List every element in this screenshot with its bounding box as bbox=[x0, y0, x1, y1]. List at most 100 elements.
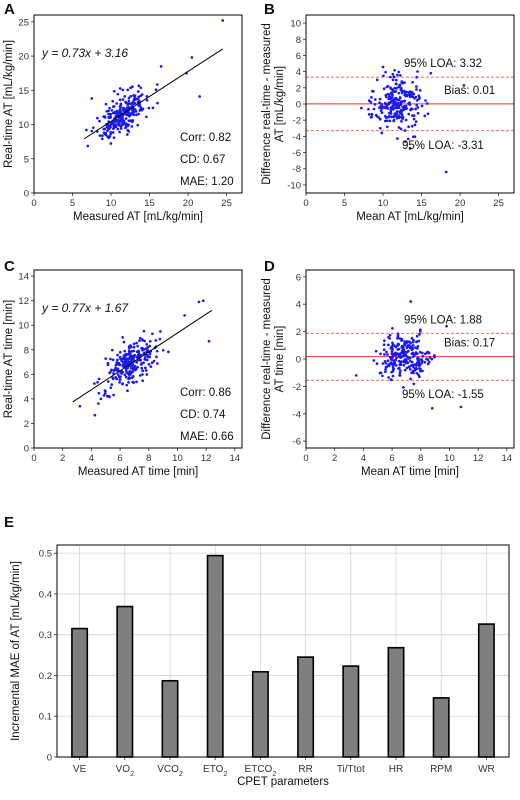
data-point bbox=[111, 358, 115, 362]
data-point bbox=[386, 115, 390, 119]
data-point bbox=[135, 341, 138, 345]
data-point bbox=[418, 96, 421, 99]
x-tick-label: Ti/Ttot bbox=[337, 764, 365, 775]
data-point bbox=[125, 371, 129, 375]
data-point bbox=[411, 95, 415, 99]
y-tick-label: 8 bbox=[24, 345, 29, 356]
loa-lower-label: 95% LOA: -3.31 bbox=[402, 140, 484, 152]
data-point bbox=[125, 106, 129, 109]
regression-line bbox=[72, 309, 213, 403]
x-tick-label: 15 bbox=[144, 198, 155, 209]
data-point bbox=[101, 134, 104, 138]
data-point bbox=[136, 90, 140, 93]
data-point bbox=[433, 354, 436, 357]
data-point bbox=[139, 94, 143, 98]
data-point bbox=[415, 371, 419, 375]
panel-label: D bbox=[264, 258, 275, 275]
regression-line bbox=[83, 48, 224, 140]
data-point bbox=[406, 349, 410, 353]
data-point bbox=[396, 336, 399, 340]
data-point bbox=[155, 355, 158, 359]
data-point bbox=[155, 349, 159, 353]
data-point bbox=[138, 374, 142, 377]
data-point bbox=[395, 356, 398, 360]
data-point bbox=[116, 122, 120, 126]
data-point bbox=[145, 98, 149, 102]
regression-equation: y = 0.73x + 3.16 bbox=[41, 46, 128, 60]
panel-b: B -10 -8 -6 -4 -2 0 2 4 6 8 10 0 5 10 15 20 25 95% LOA: 3.… bbox=[261, 1, 515, 223]
y-axis-label: AT [mL/kg/min] bbox=[274, 66, 286, 142]
data-point bbox=[135, 350, 139, 354]
data-point bbox=[115, 112, 119, 116]
data-point bbox=[378, 101, 381, 105]
data-point bbox=[121, 336, 124, 339]
data-point bbox=[147, 362, 151, 366]
data-point bbox=[414, 120, 418, 123]
stat-label: MAE: 0.66 bbox=[180, 431, 234, 443]
data-point bbox=[416, 111, 420, 115]
data-point bbox=[125, 383, 129, 387]
data-point bbox=[109, 132, 112, 136]
data-point bbox=[409, 107, 413, 111]
data-point bbox=[426, 350, 430, 354]
data-point bbox=[138, 354, 142, 357]
y-tick-label: -10 bbox=[287, 180, 301, 191]
panel-label: C bbox=[4, 258, 15, 275]
data-point bbox=[381, 65, 385, 69]
data-point bbox=[156, 101, 159, 105]
data-point bbox=[418, 363, 422, 367]
data-point bbox=[388, 333, 392, 337]
data-point bbox=[420, 104, 424, 108]
data-point bbox=[129, 366, 133, 370]
data-point bbox=[430, 357, 434, 361]
y-tick-label: -2 bbox=[293, 116, 301, 127]
x-tick-label: 0 bbox=[303, 453, 308, 464]
data-point bbox=[134, 367, 138, 371]
data-point bbox=[109, 386, 113, 390]
data-point bbox=[374, 349, 378, 353]
data-point bbox=[207, 339, 211, 343]
data-point bbox=[372, 359, 376, 362]
data-point bbox=[139, 363, 143, 366]
data-point bbox=[122, 354, 126, 357]
data-point bbox=[397, 126, 401, 129]
x-tick-label: 0 bbox=[31, 198, 36, 209]
data-point bbox=[86, 144, 90, 148]
data-point bbox=[423, 360, 427, 364]
loa-upper-label: 95% LOA: 3.32 bbox=[404, 58, 482, 70]
y-tick-label: -8 bbox=[293, 164, 301, 175]
y-tick-label: 0.5 bbox=[39, 549, 52, 560]
data-point bbox=[129, 345, 133, 349]
data-point bbox=[392, 361, 396, 364]
data-point bbox=[375, 78, 379, 82]
data-point bbox=[410, 124, 414, 128]
data-point bbox=[133, 97, 136, 101]
data-point bbox=[124, 126, 127, 130]
x-tick-label: 2 bbox=[60, 453, 65, 464]
x-tick-label: VE bbox=[73, 764, 87, 775]
data-point bbox=[99, 397, 103, 401]
data-point bbox=[411, 343, 415, 347]
x-tick-label: 8 bbox=[418, 453, 423, 464]
y-tick-label: 12 bbox=[18, 296, 29, 307]
data-point bbox=[112, 105, 115, 108]
data-point bbox=[395, 78, 398, 82]
data-point bbox=[137, 95, 140, 99]
data-point bbox=[408, 147, 412, 150]
data-point bbox=[413, 367, 417, 371]
y-tick-label: 6 bbox=[296, 272, 301, 283]
x-tick-label: ETO2 bbox=[203, 764, 227, 778]
data-point bbox=[137, 351, 141, 355]
data-point bbox=[369, 100, 373, 104]
data-point bbox=[114, 123, 118, 126]
stat-label: Corr: 0.86 bbox=[180, 387, 231, 399]
data-point bbox=[382, 74, 385, 78]
data-point bbox=[400, 346, 404, 349]
data-point bbox=[426, 112, 430, 116]
data-point bbox=[373, 98, 377, 101]
data-point bbox=[111, 99, 115, 103]
data-point bbox=[131, 363, 134, 367]
data-point bbox=[391, 78, 395, 82]
data-point bbox=[420, 351, 424, 355]
y-axis-label: Difference real-time - measured bbox=[261, 278, 273, 440]
